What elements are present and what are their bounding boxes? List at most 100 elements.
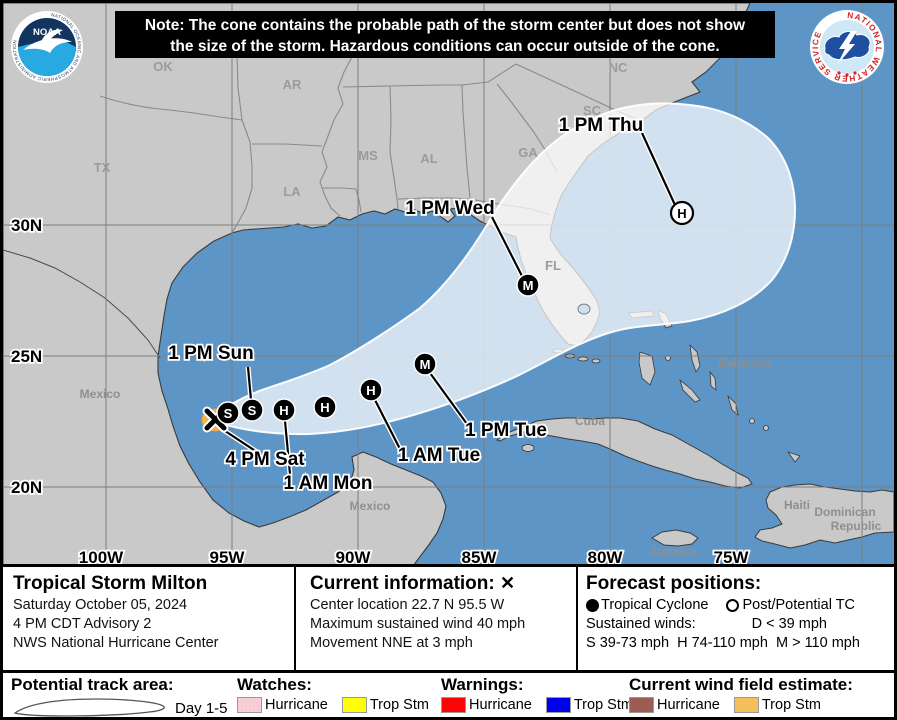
svg-text:H: H bbox=[366, 383, 375, 398]
current-x-symbol: ✕ bbox=[500, 573, 516, 593]
svg-text:GA: GA bbox=[518, 145, 538, 160]
svg-text:Mexico: Mexico bbox=[350, 499, 391, 513]
longitude-labels: 100W 95W 90W 85W 80W 75W bbox=[77, 546, 751, 564]
svg-text:Dominican: Dominican bbox=[814, 505, 875, 519]
jamaica bbox=[651, 529, 699, 547]
svg-text:SC: SC bbox=[583, 103, 602, 118]
svg-text:100W: 100W bbox=[79, 548, 124, 564]
storm-summary-section: Tropical Storm Milton Saturday October 0… bbox=[3, 567, 296, 670]
svg-text:NC: NC bbox=[609, 60, 628, 75]
svg-text:Jamaica: Jamaica bbox=[649, 544, 697, 558]
svg-text:1 AM Tue: 1 AM Tue bbox=[398, 445, 480, 466]
svg-text:Bahamas: Bahamas bbox=[718, 356, 772, 370]
forecast-marker: H bbox=[313, 395, 337, 419]
tropstm-windfield-swatch bbox=[733, 697, 759, 713]
movement: Movement NNE at 3 mph bbox=[310, 635, 473, 651]
svg-text:Republic: Republic bbox=[831, 519, 882, 533]
hurricane-warning-swatch bbox=[441, 697, 466, 713]
svg-text:S: S bbox=[224, 406, 233, 421]
watches-title: Watches: bbox=[237, 675, 312, 694]
storm-advisory: 4 PM CDT Advisory 2 bbox=[13, 616, 152, 632]
rio-grande-border bbox=[3, 249, 161, 359]
svg-text:OK: OK bbox=[153, 59, 173, 74]
forecast-marker: M bbox=[516, 273, 540, 297]
potential-track-legend: Potential track area: Day 1-5 bbox=[11, 675, 228, 717]
watches-legend: Watches: Hurricane Trop Stm bbox=[237, 675, 443, 713]
max-wind: Maximum sustained wind 40 mph bbox=[310, 616, 526, 632]
svg-text:Haiti: Haiti bbox=[784, 498, 810, 512]
place-labels: Mexico Mexico Cuba Bahamas Jamaica Haiti… bbox=[80, 356, 882, 558]
svg-text:1 PM Sun: 1 PM Sun bbox=[168, 343, 254, 364]
forecast-positions-title: Forecast positions: bbox=[586, 573, 762, 594]
svg-text:1 PM Thu: 1 PM Thu bbox=[559, 115, 643, 136]
track-day-label: Day 1-5 bbox=[175, 699, 228, 717]
forecast-positions-section: Forecast positions: Tropical Cyclone Pos… bbox=[578, 567, 894, 670]
svg-text:1 PM Wed: 1 PM Wed bbox=[405, 198, 494, 219]
forecast-marker: H bbox=[272, 398, 296, 422]
wind-categories-line: S 39-73 mph H 74-110 mph M > 110 mph bbox=[586, 635, 860, 651]
forecast-marker: S bbox=[240, 398, 264, 422]
forecast-cone-map: OK AR TX MS AL LA GA SC NC FL Mexico Mex… bbox=[3, 3, 894, 564]
svg-text:LA: LA bbox=[283, 184, 301, 199]
forecast-marker: S bbox=[216, 401, 240, 425]
svg-text:25N: 25N bbox=[11, 347, 42, 366]
svg-text:M: M bbox=[523, 278, 534, 293]
svg-text:1 AM Mon: 1 AM Mon bbox=[283, 473, 372, 494]
hurricane-windfield-swatch bbox=[629, 697, 654, 713]
latitude-labels: 30N 25N 20N bbox=[9, 214, 44, 499]
warnings-legend: Warnings: Hurricane Trop Stm bbox=[441, 675, 647, 713]
info-row: Tropical Storm Milton Saturday October 0… bbox=[3, 567, 894, 673]
svg-text:Cuba: Cuba bbox=[575, 414, 605, 428]
svg-text:TX: TX bbox=[94, 160, 111, 175]
cuba bbox=[495, 417, 753, 489]
forecast-marker-open: H bbox=[669, 200, 695, 226]
svg-text:M: M bbox=[420, 357, 431, 372]
track-area-title: Potential track area: bbox=[11, 675, 174, 694]
hurricane-watch-swatch bbox=[237, 697, 262, 713]
svg-text:90W: 90W bbox=[336, 548, 372, 564]
leader-lines bbox=[217, 131, 678, 475]
svg-text:75W: 75W bbox=[714, 548, 750, 564]
storm-agency: NWS National Hurricane Center bbox=[13, 635, 219, 651]
state-labels: OK AR TX MS AL LA GA SC NC FL bbox=[94, 59, 628, 273]
cone-note-banner: Note: The cone contains the probable pat… bbox=[115, 11, 775, 58]
svg-text:4 PM Sat: 4 PM Sat bbox=[225, 449, 305, 470]
warnings-title: Warnings: bbox=[441, 675, 524, 694]
forecast-cone bbox=[211, 102, 797, 436]
svg-text:20N: 20N bbox=[11, 478, 42, 497]
marker-key-line: Tropical Cyclone Post/Potential TC bbox=[586, 596, 886, 615]
svg-text:1 PM Tue: 1 PM Tue bbox=[465, 420, 547, 441]
forecast-markers: S S H H H M M bbox=[216, 200, 695, 425]
svg-text:Mexico: Mexico bbox=[80, 387, 121, 401]
info-panel: Tropical Storm Milton Saturday October 0… bbox=[3, 564, 894, 717]
hispaniola bbox=[754, 483, 894, 549]
storm-date: Saturday October 05, 2024 bbox=[13, 597, 188, 613]
svg-text:85W: 85W bbox=[462, 548, 498, 564]
forecast-marker: M bbox=[413, 352, 437, 376]
svg-text:MS: MS bbox=[358, 148, 378, 163]
solid-circle-icon bbox=[586, 599, 599, 612]
svg-text:AL: AL bbox=[420, 151, 437, 166]
lake-okeechobee bbox=[577, 303, 591, 315]
storm-title: Tropical Storm Milton bbox=[13, 573, 208, 594]
svg-text:95W: 95W bbox=[210, 548, 246, 564]
track-cone-icon bbox=[13, 698, 165, 717]
current-info-section: Current information: ✕ Center location 2… bbox=[296, 567, 578, 670]
windfield-legend: Current wind field estimate: Hurricane T… bbox=[629, 675, 853, 713]
svg-text:H: H bbox=[320, 400, 329, 415]
legend-row: Potential track area: Day 1-5 Watches: H… bbox=[3, 673, 894, 717]
svg-text:S: S bbox=[248, 403, 257, 418]
sustained-winds-line: Sustained winds: D < 39 mph bbox=[586, 616, 827, 632]
nws-logo-icon: NATIONAL WEATHER SERVICE bbox=[809, 9, 885, 90]
current-info-title: Current information: ✕ bbox=[310, 573, 516, 594]
svg-text:AR: AR bbox=[283, 77, 302, 92]
banner-line1: Note: The cone contains the probable pat… bbox=[144, 17, 746, 34]
forecast-marker: H bbox=[359, 378, 383, 402]
tropstm-watch-swatch bbox=[341, 697, 367, 713]
time-labels: 4 PM Sat 1 PM Sun 1 AM Mon 1 AM Tue 1 PM… bbox=[166, 113, 644, 496]
windfield-title: Current wind field estimate: bbox=[629, 675, 853, 694]
open-circle-icon bbox=[726, 599, 740, 612]
banner-line2: the size of the storm. Hazardous conditi… bbox=[170, 38, 720, 55]
svg-text:FL: FL bbox=[545, 258, 561, 273]
